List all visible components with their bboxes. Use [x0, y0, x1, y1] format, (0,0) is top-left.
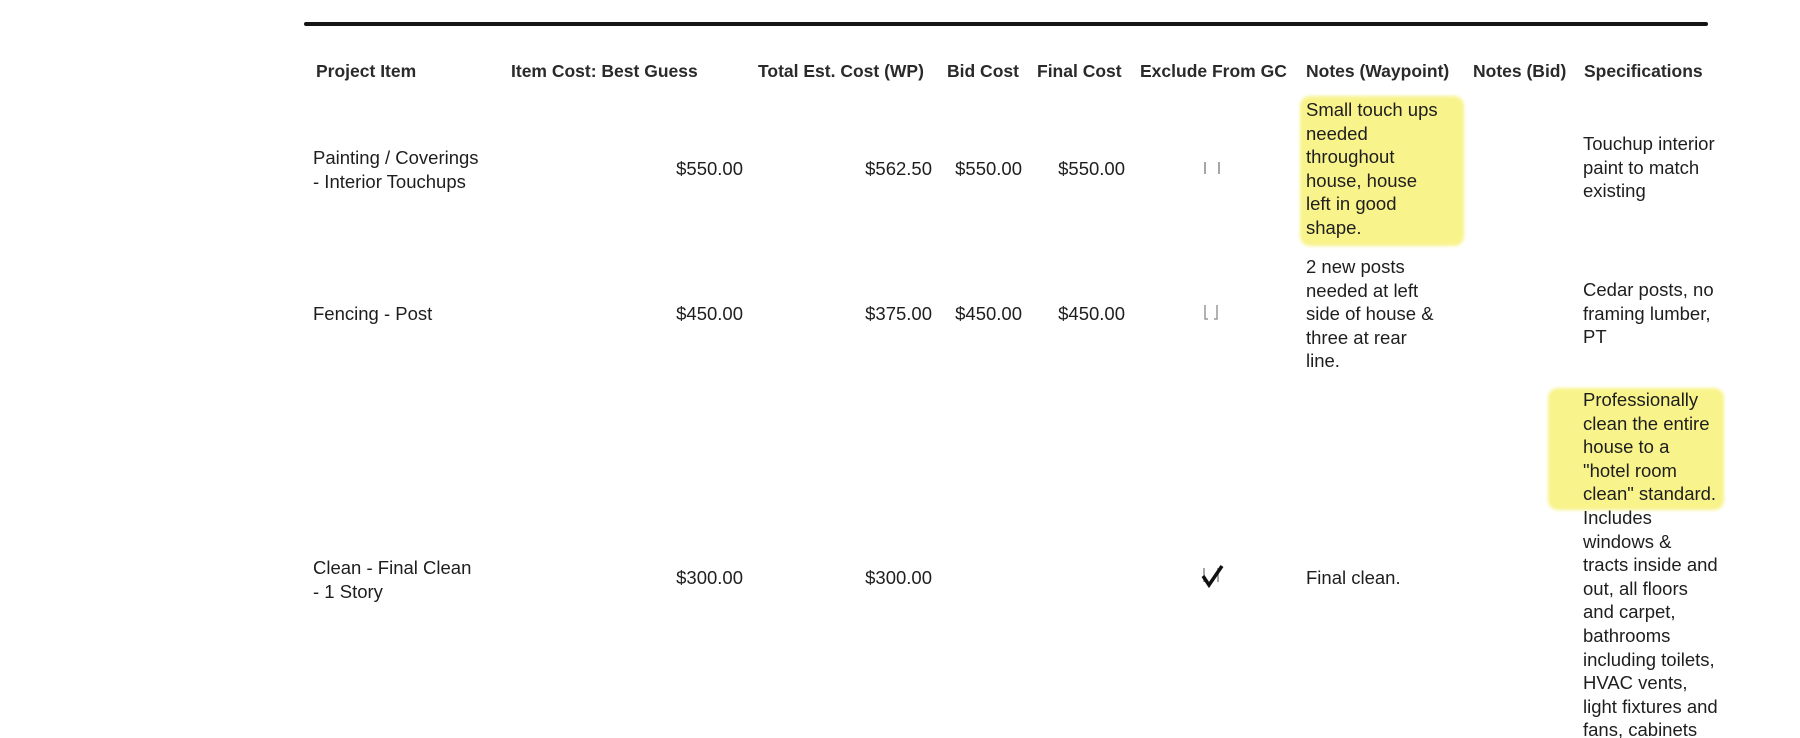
specifications: Professionally clean the entire house to…	[1583, 389, 1718, 738]
bid-cost: $450.00	[955, 303, 1022, 324]
notes-waypoint: Small touch ups needed throughout house,…	[1306, 99, 1438, 238]
project-item: Painting / Coverings - Interior Touchups	[313, 147, 479, 192]
total-est-cost: $562.50	[865, 158, 932, 179]
column-header: Specifications	[1584, 61, 1703, 81]
highlight	[1300, 96, 1464, 246]
highlight	[1548, 388, 1724, 510]
column-header: Bid Cost	[947, 61, 1019, 81]
notes-waypoint: Final clean.	[1306, 567, 1401, 588]
total-est-cost: $375.00	[865, 303, 932, 324]
specifications: Touchup interior paint to match existing	[1583, 133, 1715, 202]
column-header: Project Item	[316, 61, 417, 81]
column-header: Notes (Bid)	[1473, 61, 1567, 81]
project-item: Fencing - Post	[313, 303, 433, 324]
top-rule	[304, 22, 1708, 26]
bid-cost: $550.00	[955, 158, 1022, 179]
checkbox	[1204, 162, 1220, 174]
specifications: Cedar posts, no framing lumber, PT	[1583, 279, 1714, 348]
notes-waypoint: 2 new posts needed at left side of house…	[1306, 256, 1434, 372]
column-header: Notes (Waypoint)	[1306, 61, 1450, 81]
checkbox-checked	[1201, 565, 1224, 589]
column-header: Total Est. Cost (WP)	[758, 61, 924, 81]
final-cost: $450.00	[1058, 303, 1125, 324]
total-est-cost: $300.00	[865, 567, 932, 588]
column-header: Final Cost	[1037, 61, 1122, 81]
checkbox	[1204, 305, 1218, 320]
item-cost: $550.00	[676, 158, 743, 179]
column-header: Exclude From GC	[1140, 61, 1287, 81]
column-header: Item Cost: Best Guess	[511, 61, 698, 81]
final-cost: $550.00	[1058, 158, 1125, 179]
item-cost: $300.00	[676, 567, 743, 588]
project-item: Clean - Final Clean - 1 Story	[313, 557, 472, 602]
item-cost: $450.00	[676, 303, 743, 324]
